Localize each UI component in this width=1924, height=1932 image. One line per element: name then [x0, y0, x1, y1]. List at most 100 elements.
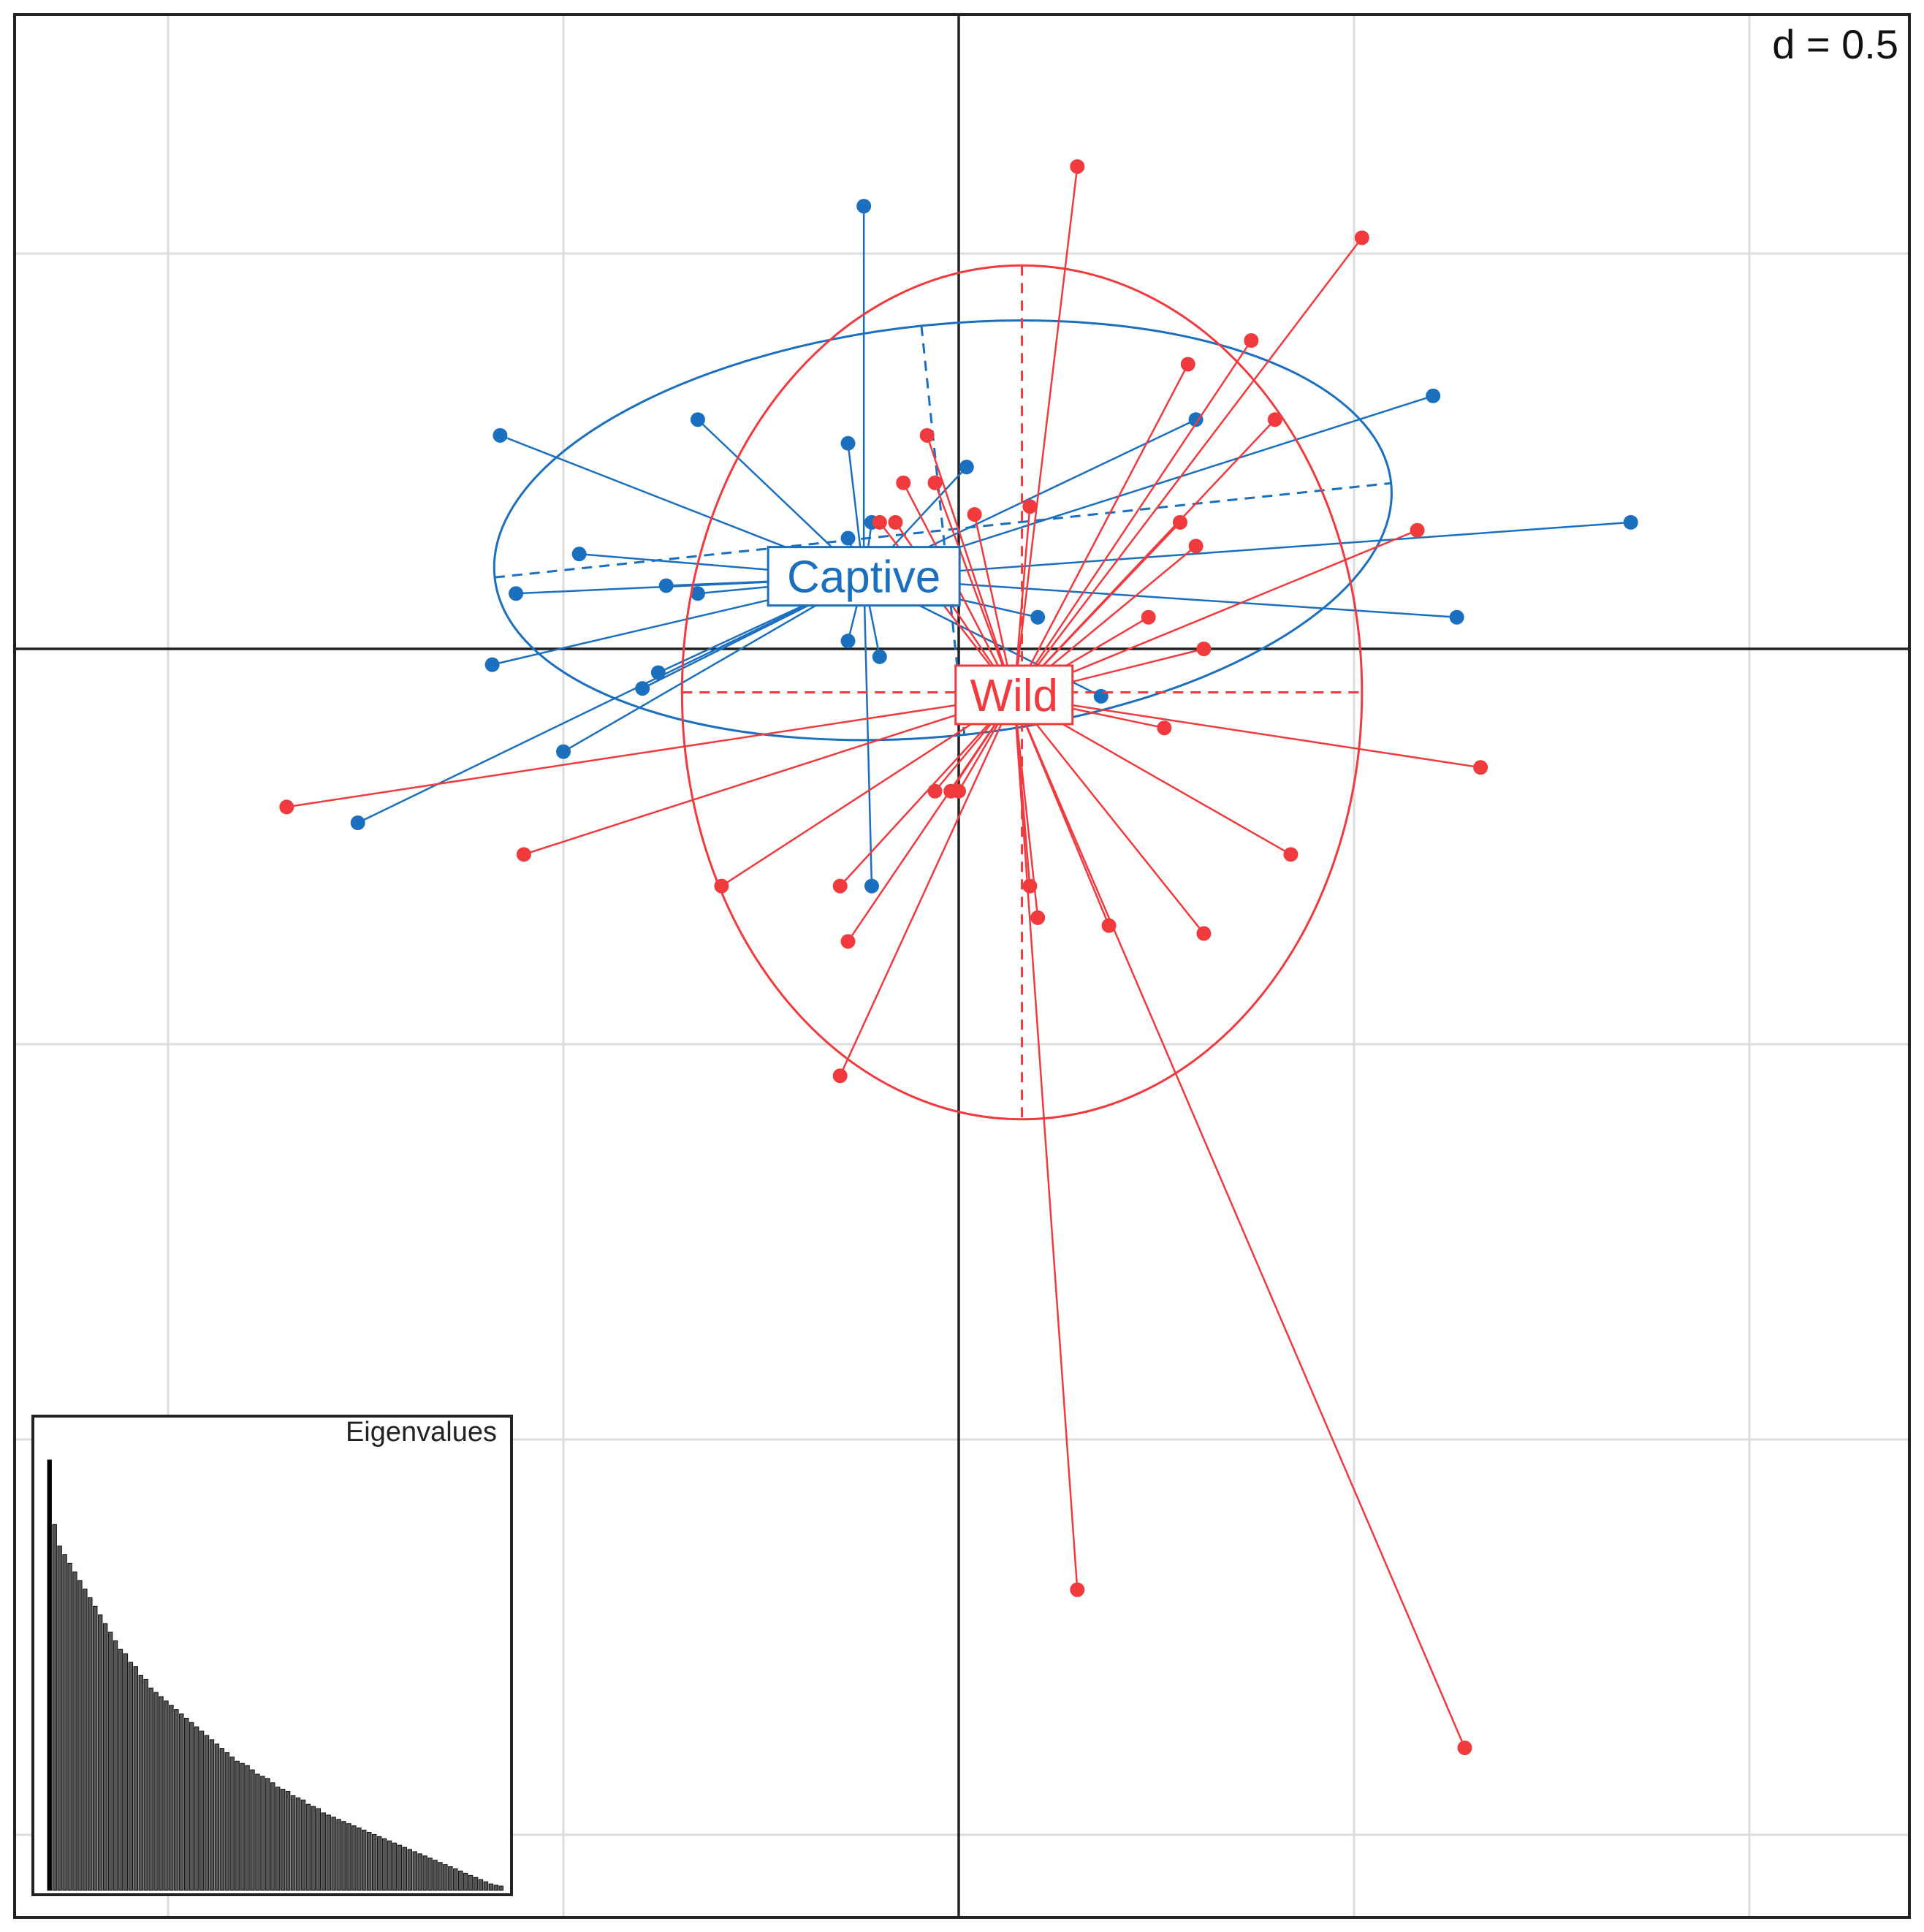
eigenvalue-bar	[305, 1803, 311, 1891]
eigenvalue-bar	[133, 1666, 139, 1891]
eigenvalue-bar	[209, 1739, 215, 1891]
eigenvalue-bar	[214, 1743, 220, 1891]
eigenvalue-bar	[300, 1799, 306, 1891]
eigenvalue-bar	[275, 1787, 281, 1891]
eigenvalue-bar	[148, 1687, 153, 1891]
data-point	[1244, 333, 1259, 349]
data-point	[967, 507, 982, 522]
eigenvalue-bar	[285, 1791, 291, 1891]
eigenvalue-bar	[179, 1714, 184, 1891]
data-point	[840, 934, 856, 949]
eigenvalue-bar	[143, 1678, 148, 1891]
data-point	[896, 475, 911, 490]
eigenvalue-bar	[102, 1623, 108, 1891]
spoke-line	[563, 577, 864, 753]
eigenvalue-bar	[295, 1797, 301, 1891]
data-point	[1180, 357, 1195, 372]
eigenvalue-bar	[427, 1857, 433, 1891]
group-label-box	[954, 664, 1074, 726]
data-point	[1426, 388, 1441, 403]
eigenvalue-bar	[443, 1864, 448, 1891]
data-point	[1410, 522, 1425, 538]
data-point	[1070, 1582, 1085, 1597]
eigenvalue-bar	[488, 1883, 494, 1891]
eigenvalue-bar	[381, 1838, 387, 1891]
eigenvalue-bar	[483, 1881, 489, 1891]
data-point	[1449, 609, 1464, 625]
eigenvalue-bar	[235, 1760, 240, 1891]
spoke-line	[1013, 363, 1189, 697]
eigenvalue-bar	[270, 1782, 275, 1891]
eigenvalue-bar	[184, 1717, 189, 1891]
spoke-line	[934, 482, 1015, 697]
spoke-line	[1013, 696, 1079, 1590]
eigenvalue-bar	[88, 1597, 93, 1891]
eigenvalue-bar	[128, 1662, 134, 1891]
eigenvalue-bar	[336, 1819, 341, 1891]
eigenvalue-bar	[123, 1653, 129, 1891]
eigenvalue-bar	[72, 1571, 77, 1891]
data-point	[658, 578, 674, 593]
group-label: Captive	[787, 552, 940, 603]
eigenvalue-bar	[93, 1605, 98, 1891]
eigenvalue-bar	[169, 1705, 174, 1891]
eigenvalue-bar	[367, 1831, 372, 1891]
data-point	[635, 681, 650, 696]
eigenvalue-bar	[463, 1872, 468, 1891]
eigenvalue-bar	[351, 1825, 357, 1891]
eigenvalue-bar	[153, 1692, 159, 1891]
eigenvalue-bar	[194, 1726, 199, 1891]
group-labels: Captive Wild	[767, 546, 1074, 726]
eigenvalue-bar	[407, 1849, 412, 1891]
eigenvalue-bar	[478, 1879, 484, 1891]
eigenvalue-bar	[311, 1806, 316, 1891]
data-point	[1457, 1740, 1472, 1755]
data-point	[840, 436, 856, 451]
eigenvalue-bar	[224, 1752, 229, 1891]
data-point	[864, 878, 879, 894]
eigenvalue-bar	[290, 1795, 296, 1891]
eigenvalue-bar	[62, 1554, 67, 1891]
eigenvalue-bar	[77, 1580, 83, 1891]
eigenvalue-bar	[371, 1833, 377, 1891]
eigenvalue-bar	[138, 1675, 143, 1891]
eigenvalue-bar	[204, 1735, 210, 1891]
plot-frame	[13, 13, 1911, 1919]
data-point	[919, 427, 935, 443]
data-point	[1267, 412, 1282, 427]
ellipse-major-axis	[494, 482, 1391, 579]
eigenvalue-bar	[331, 1817, 336, 1891]
eigenvalue-bar	[468, 1874, 474, 1891]
eigenvalue-bar	[265, 1778, 270, 1891]
spoke-line	[720, 695, 1015, 887]
eigenvalue-bar	[453, 1868, 458, 1891]
eigenvalue-bar	[52, 1524, 57, 1891]
data-point	[840, 634, 856, 649]
eigenvalue-bar	[113, 1640, 118, 1891]
spoke-line	[357, 577, 864, 824]
eigenvalue-bar	[164, 1700, 169, 1891]
data-point	[350, 815, 365, 831]
eigenvalue-bar	[219, 1748, 225, 1891]
eigenvalue-bar	[387, 1840, 392, 1891]
eigenvalue-bar	[107, 1632, 113, 1891]
eigenvalue-bar	[417, 1853, 422, 1891]
data-point	[1070, 159, 1085, 174]
spoke-line	[926, 435, 1015, 697]
data-point	[1141, 609, 1156, 625]
spoke-line	[864, 521, 1631, 579]
spoke-line	[1014, 695, 1481, 769]
spoke-line	[1013, 696, 1205, 935]
eigenvalue-bar	[433, 1860, 438, 1891]
eigenvalue-bar	[174, 1709, 179, 1891]
data-point	[1030, 910, 1046, 925]
data-point	[571, 547, 587, 562]
eigenvalue-bar	[47, 1459, 52, 1891]
eigenvalue-bar	[199, 1730, 205, 1891]
data-point	[888, 514, 903, 530]
eigenvalue-bar	[438, 1862, 443, 1891]
data-point	[556, 744, 571, 759]
spoke-line	[864, 577, 1457, 618]
eigenvalue-bar	[255, 1773, 260, 1891]
eigenvalue-bar	[473, 1876, 479, 1891]
